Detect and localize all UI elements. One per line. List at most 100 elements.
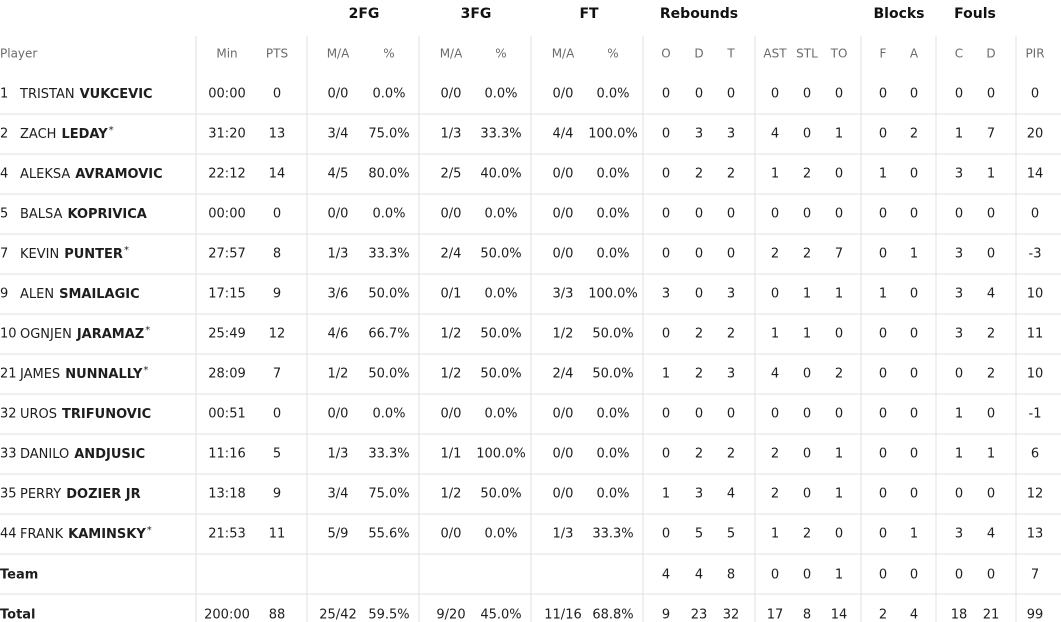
player-number: 5 bbox=[0, 207, 8, 222]
group-header: Rebounds bbox=[660, 6, 738, 22]
stat-cell: 4 bbox=[771, 367, 779, 382]
last-name: KOPRIVICA bbox=[67, 207, 146, 222]
stat-cell: 0 bbox=[835, 207, 843, 222]
stat-cell: 3 bbox=[662, 287, 670, 302]
column-header: STL bbox=[796, 47, 818, 61]
player-number: 44 bbox=[0, 527, 17, 542]
stat-cell: 1 bbox=[662, 367, 670, 382]
stat-cell: 1/2 bbox=[553, 327, 574, 342]
stat-cell: 1 bbox=[771, 327, 779, 342]
player-number: 1 bbox=[0, 87, 8, 102]
stat-cell: 0/0 bbox=[441, 527, 462, 542]
stat-cell: 14 bbox=[831, 608, 848, 622]
stat-cell: 14 bbox=[269, 167, 286, 182]
player-number: 33 bbox=[0, 447, 17, 462]
stat-cell: 0 bbox=[803, 487, 811, 502]
stat-cell: 0/0 bbox=[553, 247, 574, 262]
stat-cell: 2 bbox=[771, 487, 779, 502]
stat-cell: 1 bbox=[835, 127, 843, 142]
stat-cell: 1 bbox=[835, 287, 843, 302]
column-header: M/A bbox=[327, 47, 350, 61]
stat-cell: 2 bbox=[803, 167, 811, 182]
starter-mark: * bbox=[145, 325, 150, 336]
stat-cell: 27:57 bbox=[208, 247, 245, 262]
first-name: BALSA bbox=[20, 207, 63, 222]
stat-cell: 1 bbox=[987, 167, 995, 182]
stat-cell: 31:20 bbox=[208, 127, 245, 142]
stat-cell: 1/2 bbox=[441, 367, 462, 382]
stat-cell: 2 bbox=[803, 247, 811, 262]
stat-cell: 0/0 bbox=[441, 87, 462, 102]
stat-cell: 0/0 bbox=[328, 87, 349, 102]
stat-cell: 0.0% bbox=[596, 207, 629, 222]
stat-cell: 0 bbox=[879, 87, 887, 102]
starter-mark: * bbox=[143, 365, 148, 376]
stat-cell: 17:15 bbox=[208, 287, 245, 302]
stat-cell: 0 bbox=[662, 407, 670, 422]
column-header: % bbox=[607, 47, 618, 61]
stat-cell: 2 bbox=[727, 447, 735, 462]
stat-cell: -3 bbox=[1029, 247, 1042, 262]
stat-cell: 2 bbox=[771, 247, 779, 262]
stat-cell: 6 bbox=[1031, 447, 1039, 462]
stat-cell: 0 bbox=[695, 407, 703, 422]
stat-cell: 0 bbox=[879, 487, 887, 502]
stat-cell: 3 bbox=[955, 287, 963, 302]
stat-cell: 0.0% bbox=[596, 87, 629, 102]
stat-cell: 0 bbox=[803, 568, 811, 583]
stat-cell: 0 bbox=[910, 367, 918, 382]
stat-cell: 12 bbox=[269, 327, 286, 342]
stat-cell: 1 bbox=[879, 167, 887, 182]
stat-cell: 1/1 bbox=[441, 447, 462, 462]
player-name: KEVIN PUNTER* bbox=[20, 245, 129, 262]
stat-cell: 21 bbox=[983, 608, 1000, 622]
group-header: 3FG bbox=[461, 6, 492, 22]
stat-cell: 99 bbox=[1027, 608, 1044, 622]
last-name: ANDJUSIC bbox=[74, 447, 145, 462]
stat-cell: 14 bbox=[1027, 167, 1044, 182]
group-header: Blocks bbox=[873, 6, 924, 22]
stat-cell: 0.0% bbox=[484, 207, 517, 222]
stat-cell: 0.0% bbox=[484, 287, 517, 302]
stat-cell: 3 bbox=[695, 487, 703, 502]
stat-cell: 0 bbox=[879, 327, 887, 342]
first-name: ALEN bbox=[20, 287, 54, 302]
stat-cell: 10 bbox=[1027, 367, 1044, 382]
stat-cell: 0/0 bbox=[553, 207, 574, 222]
stat-cell: 13 bbox=[269, 127, 286, 142]
stat-cell: 50.0% bbox=[480, 247, 521, 262]
stat-cell: 4 bbox=[662, 568, 670, 583]
last-name: JARAMAZ bbox=[76, 327, 144, 342]
stat-cell: 17 bbox=[767, 608, 784, 622]
last-name: AVRAMOVIC bbox=[75, 167, 162, 182]
stat-cell: 25/42 bbox=[319, 608, 356, 622]
stat-cell: 0 bbox=[835, 407, 843, 422]
player-number: 9 bbox=[0, 287, 8, 302]
stat-cell: 3/6 bbox=[328, 287, 349, 302]
stat-cell: 0 bbox=[803, 127, 811, 142]
stat-cell: 0/0 bbox=[328, 407, 349, 422]
stat-cell: 0 bbox=[987, 87, 995, 102]
first-name: JAMES bbox=[19, 367, 60, 382]
stat-cell: 0 bbox=[662, 167, 670, 182]
player-name: JAMES NUNNALLY* bbox=[19, 365, 148, 382]
stat-cell: 66.7% bbox=[368, 327, 409, 342]
stat-cell: 200:00 bbox=[204, 608, 250, 622]
stat-cell: 2 bbox=[879, 608, 887, 622]
stat-cell: 0.0% bbox=[484, 407, 517, 422]
stat-cell: 2 bbox=[727, 167, 735, 182]
stat-cell: 11 bbox=[269, 527, 286, 542]
stat-cell: 13:18 bbox=[208, 487, 245, 502]
stat-cell: 0 bbox=[879, 127, 887, 142]
group-header: FT bbox=[579, 6, 599, 22]
stat-cell: 0.0% bbox=[596, 167, 629, 182]
last-name: KAMINSKY bbox=[68, 527, 146, 542]
stat-cell: 0 bbox=[803, 367, 811, 382]
stat-cell: 0/0 bbox=[553, 167, 574, 182]
stat-cell: 0/0 bbox=[441, 407, 462, 422]
stat-cell: 7 bbox=[1031, 568, 1039, 583]
stat-cell: 0 bbox=[955, 87, 963, 102]
stat-cell: 1 bbox=[662, 487, 670, 502]
last-name: LEDAY bbox=[61, 127, 108, 142]
